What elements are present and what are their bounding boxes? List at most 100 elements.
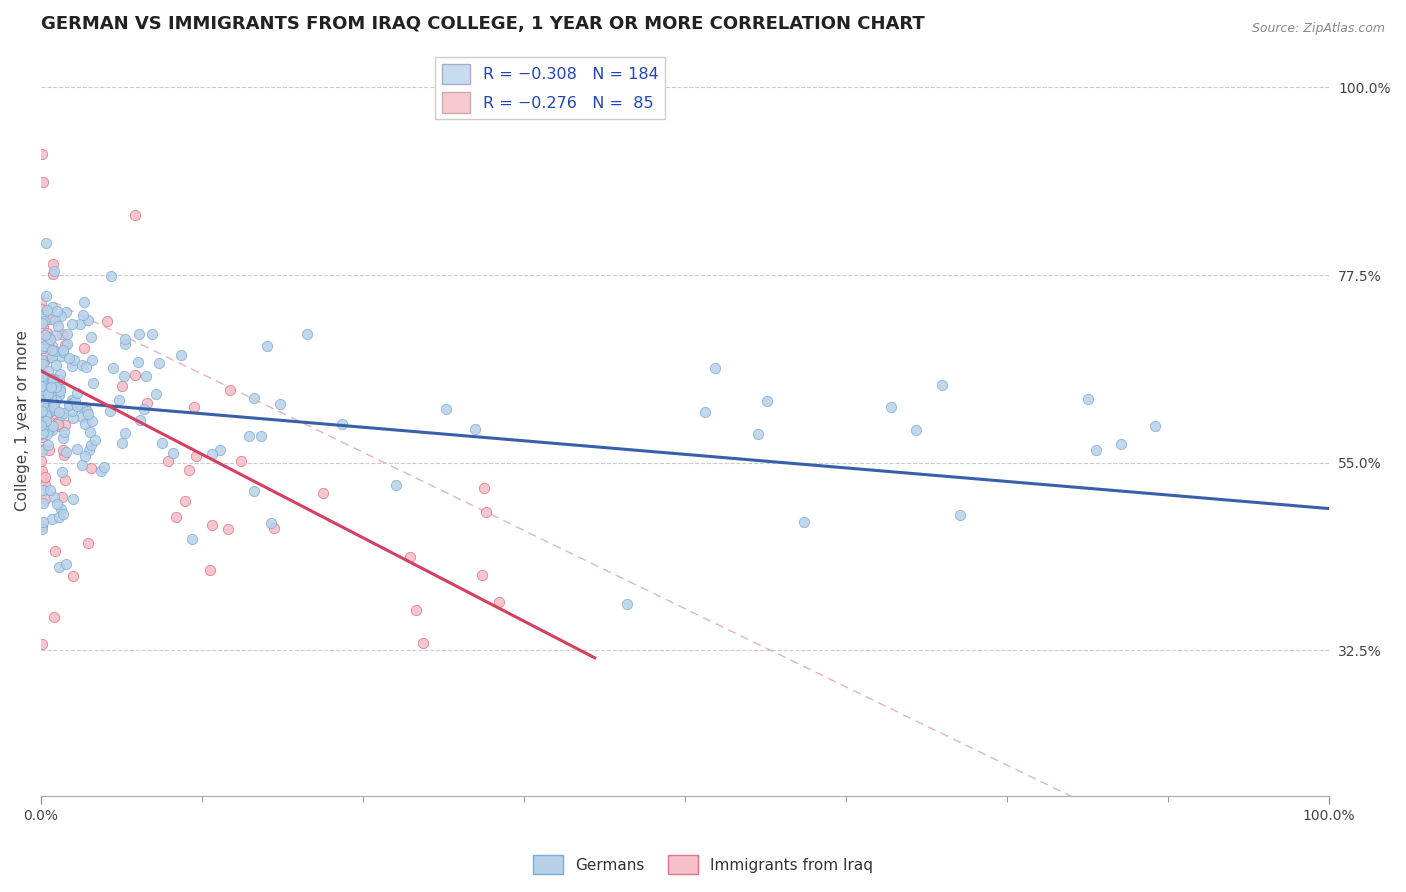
Point: [165, 510, 187, 524]
Point: [1085, 443, 1108, 458]
Point: [58, 351, 80, 366]
Point: [32, 314, 55, 328]
Point: [128, 413, 150, 427]
Point: [82, 376, 104, 390]
Point: [32, 375, 55, 389]
Point: [70, 458, 93, 472]
Point: [30, 355, 52, 369]
Point: [75, 360, 97, 375]
Point: [34, 353, 56, 368]
Point: [44, 402, 66, 417]
Point: [34, 478, 56, 492]
Point: [756, 393, 779, 408]
Point: [52, 442, 75, 457]
Point: [35, 421, 58, 435]
Point: [51, 490, 73, 504]
Point: [475, 505, 498, 519]
Point: [37, 401, 59, 416]
Point: [44, 372, 66, 386]
Point: [37, 330, 59, 344]
Point: [30, 379, 52, 393]
Point: [34, 348, 56, 362]
Point: [58, 398, 80, 412]
Point: [384, 478, 406, 492]
Point: [66, 386, 89, 401]
Point: [55, 557, 77, 571]
Point: [44, 313, 66, 327]
Point: [62, 569, 84, 583]
Point: [48, 417, 70, 431]
Point: [32, 383, 55, 397]
Point: [32, 394, 55, 409]
Point: [114, 425, 136, 440]
Point: [44, 544, 66, 558]
Point: [32, 483, 55, 497]
Point: [148, 356, 170, 370]
Point: [44, 610, 66, 624]
Point: [62, 411, 84, 425]
Point: [931, 378, 953, 392]
Point: [31, 383, 53, 397]
Point: [30, 389, 52, 403]
Point: [31, 353, 53, 368]
Point: [31, 368, 53, 383]
Point: [229, 453, 252, 467]
Point: [32, 378, 55, 392]
Point: [263, 521, 285, 535]
Point: [62, 392, 84, 407]
Point: [52, 345, 75, 359]
Point: [53, 337, 76, 351]
Point: [31, 369, 53, 384]
Point: [31, 464, 53, 478]
Point: [76, 312, 98, 326]
Point: [49, 382, 72, 396]
Point: [405, 603, 427, 617]
Point: [37, 438, 59, 452]
Point: [880, 400, 903, 414]
Point: [46, 304, 69, 318]
Point: [34, 406, 56, 420]
Point: [31, 426, 53, 441]
Point: [34, 491, 56, 506]
Point: [77, 443, 100, 458]
Point: [37, 424, 59, 438]
Point: [260, 516, 283, 530]
Point: [46, 415, 69, 429]
Point: [31, 381, 53, 395]
Text: GERMAN VS IMMIGRANTS FROM IRAQ COLLEGE, 1 YEAR OR MORE CORRELATION CHART: GERMAN VS IMMIGRANTS FROM IRAQ COLLEGE, …: [41, 15, 925, 33]
Point: [412, 635, 434, 649]
Point: [474, 481, 496, 495]
Point: [1077, 392, 1099, 407]
Point: [63, 394, 86, 409]
Point: [79, 461, 101, 475]
Point: [35, 235, 58, 250]
Point: [66, 399, 89, 413]
Point: [45, 359, 67, 373]
Point: [62, 492, 84, 507]
Point: [32, 319, 55, 334]
Point: [34, 339, 56, 353]
Point: [180, 532, 202, 546]
Point: [297, 327, 319, 342]
Point: [48, 387, 70, 401]
Point: [35, 414, 58, 428]
Point: [31, 370, 53, 384]
Point: [93, 459, 115, 474]
Point: [312, 486, 335, 500]
Point: [35, 326, 58, 341]
Point: [31, 374, 53, 388]
Point: [30, 454, 52, 468]
Point: [45, 327, 67, 342]
Point: [747, 426, 769, 441]
Point: [59, 397, 82, 411]
Point: [76, 403, 98, 417]
Point: [136, 396, 159, 410]
Point: [52, 406, 75, 420]
Point: [31, 308, 53, 322]
Point: [616, 597, 638, 611]
Point: [31, 515, 53, 529]
Point: [31, 522, 53, 536]
Point: [30, 415, 52, 429]
Point: [52, 343, 75, 357]
Point: [46, 383, 69, 397]
